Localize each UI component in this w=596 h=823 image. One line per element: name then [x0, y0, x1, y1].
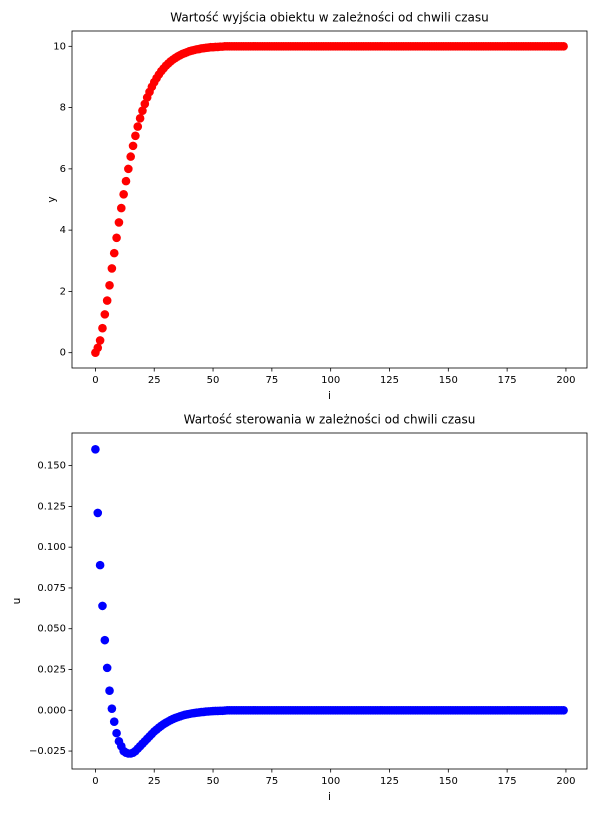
x-tick-label: 50	[207, 776, 220, 787]
x-tick-label: 125	[380, 776, 399, 787]
y-tick-label: 2	[60, 286, 66, 297]
point	[138, 106, 147, 115]
point	[116, 203, 126, 213]
point	[107, 264, 117, 273]
x-tick-label: 200	[556, 776, 575, 787]
point	[105, 280, 114, 290]
point	[95, 336, 105, 345]
chart-title: Wartość wyjścia obiektu w zależności od …	[170, 11, 488, 25]
y-tick-label: 6	[60, 164, 66, 175]
chart-title: Wartość sterowania w zależności od chwil…	[184, 413, 476, 427]
point	[93, 343, 103, 353]
point	[91, 445, 100, 454]
x-tick-label: 150	[439, 375, 458, 386]
point	[128, 141, 138, 151]
point	[126, 152, 135, 161]
y-tick-label: 4	[60, 225, 66, 236]
point	[121, 176, 131, 186]
point	[112, 233, 121, 243]
x-tick-label: 100	[321, 776, 340, 787]
x-tick-label: 25	[148, 375, 161, 386]
y-tick-label: 0.100	[37, 542, 66, 553]
point	[100, 310, 110, 319]
point	[102, 663, 112, 673]
y-tick-label: 0.025	[37, 665, 66, 676]
x-tick-label: 50	[207, 375, 220, 386]
point	[95, 560, 105, 570]
y-tick-label: 0.075	[37, 583, 66, 594]
point	[559, 705, 568, 715]
point	[98, 601, 107, 611]
x-tick-label: 100	[321, 375, 340, 386]
y-tick-label: 8	[60, 103, 66, 114]
axes-frame	[71, 432, 588, 770]
point	[119, 189, 128, 199]
y-tick-label: 0.000	[37, 705, 66, 716]
x-tick-label: 125	[380, 375, 399, 386]
x-tick-label: 175	[498, 375, 517, 386]
point	[124, 164, 133, 174]
point	[105, 686, 114, 696]
x-tick-label: 25	[148, 776, 161, 787]
x-tick-label: 75	[265, 375, 278, 386]
y-tick-label: 0	[60, 348, 66, 359]
point	[100, 635, 110, 645]
y-tick-label: 0.125	[37, 501, 66, 512]
x-axis-label: i	[328, 791, 331, 803]
point	[98, 323, 107, 333]
point	[135, 114, 145, 123]
points	[91, 42, 568, 357]
point	[109, 717, 119, 726]
y-tick-label: 0.050	[37, 624, 66, 635]
points	[91, 445, 568, 758]
point	[114, 218, 124, 227]
x-tick-label: 150	[439, 776, 458, 787]
y-tick-label: 0.150	[37, 461, 66, 472]
x-tick-label: 0	[92, 776, 98, 787]
y-axis-label: u	[11, 598, 23, 605]
point	[109, 248, 119, 258]
point	[559, 42, 568, 51]
point	[93, 508, 103, 518]
y-axis-label: y	[46, 196, 58, 202]
x-tick-label: 0	[92, 375, 98, 386]
point	[131, 131, 140, 141]
point	[112, 728, 121, 738]
axes-frame	[71, 30, 588, 369]
y-tick-label: −0.025	[29, 746, 66, 757]
x-tick-label: 200	[556, 375, 575, 386]
point	[133, 122, 143, 131]
x-axis-label: i	[328, 390, 331, 402]
y-tick-label: 10	[53, 41, 66, 52]
point	[102, 296, 112, 305]
x-tick-label: 75	[265, 776, 278, 787]
point	[107, 704, 117, 713]
x-tick-label: 175	[498, 776, 517, 787]
